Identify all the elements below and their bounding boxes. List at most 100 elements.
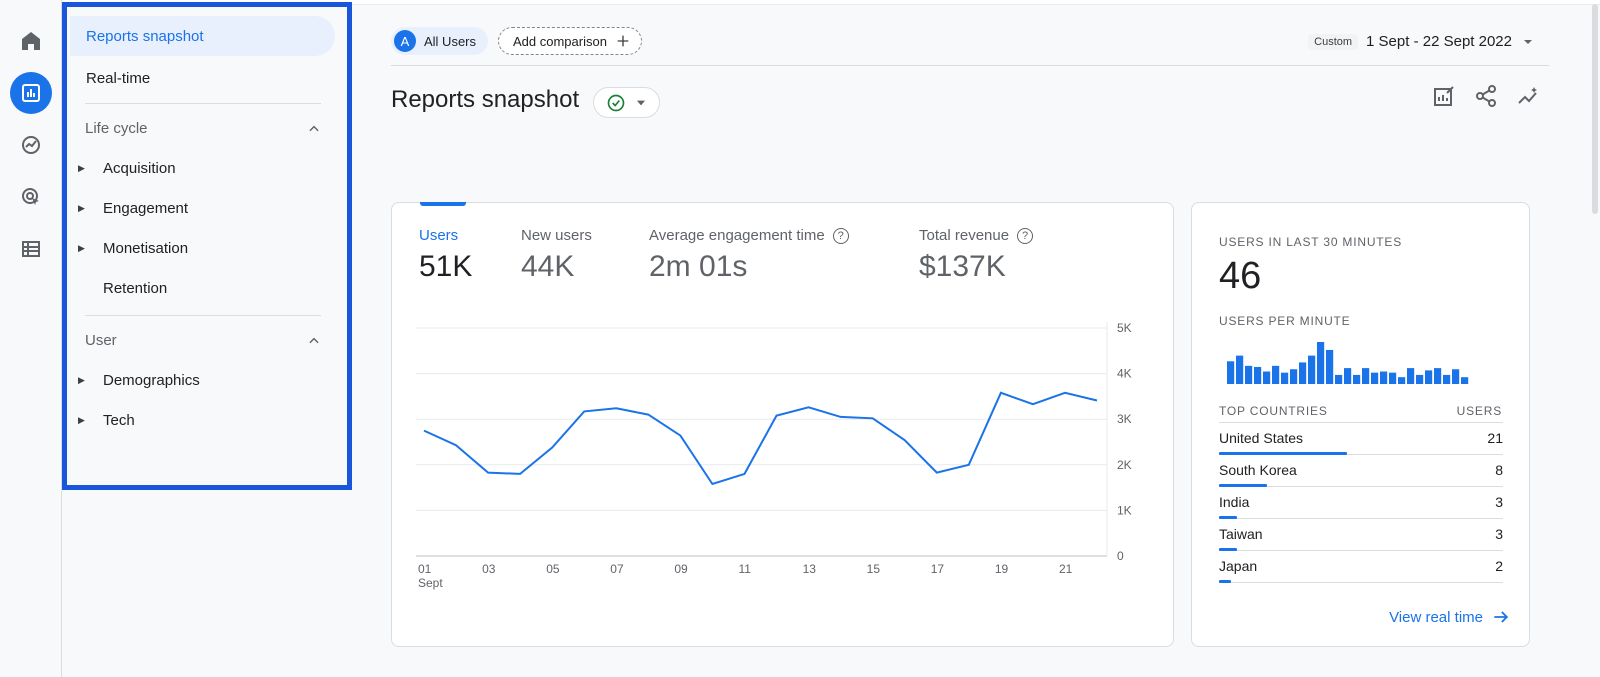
metric-total-revenue[interactable]: Total revenue? $137K xyxy=(919,227,1034,284)
y-tick-label: 2K xyxy=(1117,458,1132,472)
per-minute-bar xyxy=(1353,374,1361,384)
view-real-time-link[interactable]: View real time xyxy=(1389,607,1511,627)
view-real-time-label: View real time xyxy=(1389,608,1483,626)
overview-card: Users 51K New users 44K Average engageme… xyxy=(391,202,1174,647)
caret-right-icon: ▶ xyxy=(78,375,85,385)
users-header: USERS xyxy=(1456,404,1502,418)
nav-label: Tech xyxy=(103,412,135,429)
country-row[interactable]: Japan 2 xyxy=(1219,551,1503,583)
per-minute-bar xyxy=(1416,374,1424,384)
per-minute-bar xyxy=(1344,368,1352,384)
per-minute-bar xyxy=(1290,369,1298,384)
nav-tech[interactable]: ▶ Tech xyxy=(78,412,135,429)
metric-value: 51K xyxy=(419,250,473,283)
group-label: Life cycle xyxy=(85,120,148,137)
nav-group-lifecycle[interactable]: Life cycle xyxy=(85,120,321,137)
metric-new-users[interactable]: New users 44K xyxy=(521,227,592,284)
advertising-icon[interactable] xyxy=(10,176,52,218)
report-status-button[interactable] xyxy=(593,87,660,118)
x-tick-label: 09 xyxy=(674,562,688,576)
x-tick-label: 13 xyxy=(803,562,817,576)
country-name: Japan xyxy=(1219,558,1258,574)
left-rail xyxy=(0,0,62,677)
caret-right-icon: ▶ xyxy=(78,243,85,253)
nav-label: Acquisition xyxy=(103,160,176,177)
y-tick-label: 0 xyxy=(1117,549,1124,563)
help-icon[interactable]: ? xyxy=(1017,227,1034,244)
customize-report-icon[interactable] xyxy=(1432,84,1456,108)
scrollbar[interactable] xyxy=(1592,4,1598,214)
users-per-minute-label: USERS PER MINUTE xyxy=(1219,314,1351,328)
x-tick-label: 01 xyxy=(418,562,432,576)
nav-acquisition[interactable]: ▶ Acquisition xyxy=(78,160,176,177)
realtime-card: USERS IN LAST 30 MINUTES 46 USERS PER MI… xyxy=(1191,202,1530,647)
share-icon[interactable] xyxy=(1474,84,1498,108)
nav-retention[interactable]: Retention xyxy=(103,280,167,297)
per-minute-bar xyxy=(1254,366,1262,384)
date-range: 1 Sept - 22 Sept 2022 xyxy=(1366,33,1512,50)
home-icon[interactable] xyxy=(10,20,52,62)
metric-avg-engagement-time[interactable]: Average engagement time? 2m 01s xyxy=(649,227,849,284)
segment-avatar: A xyxy=(394,30,416,52)
per-minute-bar xyxy=(1380,371,1388,384)
per-minute-bar xyxy=(1389,372,1397,384)
metric-value: $137K xyxy=(919,250,1006,283)
nav-label: Real-time xyxy=(86,70,151,87)
y-tick-label: 1K xyxy=(1117,503,1132,517)
page-title: Reports snapshot xyxy=(391,86,580,113)
country-users: 3 xyxy=(1495,494,1503,510)
country-row[interactable]: South Korea 8 xyxy=(1219,455,1503,487)
nav-label: Monetisation xyxy=(103,240,189,257)
per-minute-bar xyxy=(1308,355,1316,384)
country-row[interactable]: Taiwan 3 xyxy=(1219,519,1503,551)
country-name: South Korea xyxy=(1219,462,1297,478)
country-share-bar xyxy=(1219,516,1238,519)
per-minute-bar xyxy=(1362,368,1370,384)
add-comparison-button[interactable]: Add comparison xyxy=(498,27,642,55)
y-tick-label: 5K xyxy=(1117,321,1132,335)
insights-icon[interactable] xyxy=(1516,84,1540,108)
date-range-picker[interactable]: Custom 1 Sept - 22 Sept 2022 xyxy=(1308,33,1536,50)
users-last-30-value: 46 xyxy=(1219,255,1262,297)
country-name: Taiwan xyxy=(1219,526,1263,542)
nav-engagement[interactable]: ▶ Engagement xyxy=(78,200,188,217)
divider xyxy=(85,103,321,104)
divider xyxy=(391,65,1549,66)
metric-label: Users xyxy=(419,227,459,244)
x-tick-label: 05 xyxy=(546,562,560,576)
x-tick-label: 17 xyxy=(931,562,945,576)
chevron-up-icon xyxy=(309,337,319,343)
explore-icon[interactable] xyxy=(10,124,52,166)
help-icon[interactable]: ? xyxy=(832,227,849,244)
add-comparison-label: Add comparison xyxy=(513,33,607,49)
metric-label: New users xyxy=(521,227,592,244)
configure-icon[interactable] xyxy=(10,228,52,270)
country-share-bar xyxy=(1219,452,1347,455)
country-users: 21 xyxy=(1487,430,1503,446)
per-minute-bar xyxy=(1425,370,1433,384)
caret-right-icon: ▶ xyxy=(78,203,85,213)
per-minute-bar xyxy=(1263,371,1271,384)
nav-realtime[interactable]: Real-time xyxy=(86,70,150,87)
country-row[interactable]: United States 21 xyxy=(1219,423,1503,455)
y-tick-label: 4K xyxy=(1117,367,1132,381)
per-minute-bar xyxy=(1281,372,1289,384)
metric-users[interactable]: Users 51K xyxy=(419,227,472,284)
country-row[interactable]: India 3 xyxy=(1219,487,1503,519)
segment-chip[interactable]: A All Users xyxy=(391,27,489,55)
nav-reports-snapshot[interactable]: Reports snapshot xyxy=(70,16,335,56)
per-minute-bar xyxy=(1227,361,1235,384)
metric-label: Total revenue? xyxy=(919,227,1034,244)
y-tick-label: 3K xyxy=(1117,412,1132,426)
per-minute-bar xyxy=(1272,365,1280,384)
nav-demographics[interactable]: ▶ Demographics xyxy=(78,372,200,389)
nav-group-user[interactable]: User xyxy=(85,332,321,349)
nav-label: Retention xyxy=(103,280,168,297)
per-minute-bar xyxy=(1407,368,1415,384)
nav-label: Demographics xyxy=(103,372,200,389)
nav-monetisation[interactable]: ▶ Monetisation xyxy=(78,240,189,257)
arrow-right-icon xyxy=(1494,611,1509,623)
per-minute-bar xyxy=(1443,374,1451,384)
reports-icon[interactable] xyxy=(10,72,52,114)
caret-right-icon: ▶ xyxy=(78,163,85,173)
